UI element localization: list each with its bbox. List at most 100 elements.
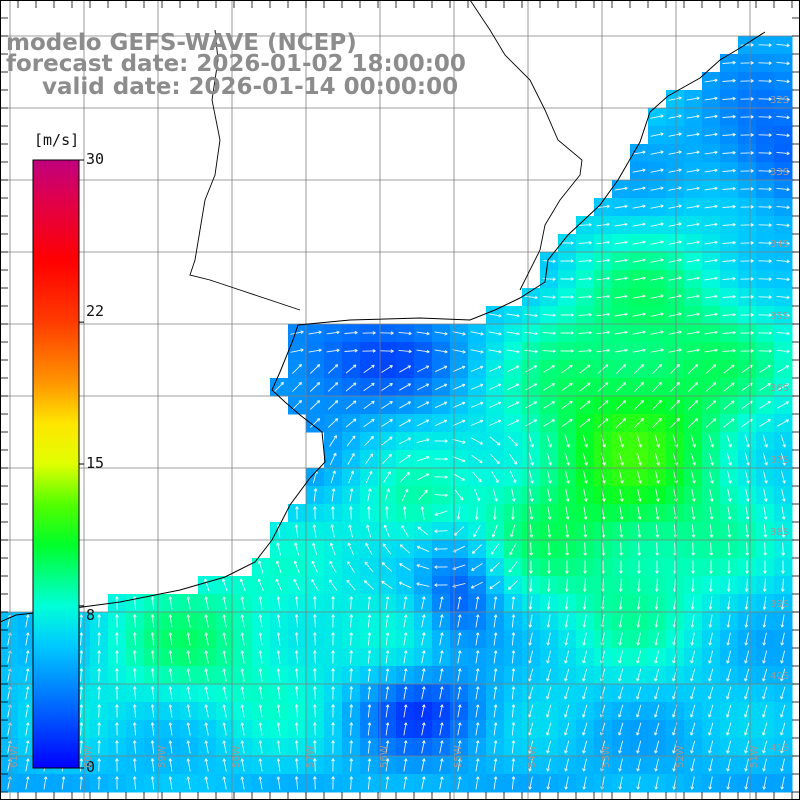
wind-arrow: [25, 740, 30, 754]
wind-arrow: [745, 542, 750, 556]
wind-arrow: [776, 313, 790, 318]
wind-arrow: [290, 330, 304, 335]
wind-arrow: [542, 295, 556, 300]
wind-arrow: [385, 650, 390, 664]
wind-arrow: [618, 722, 624, 736]
wind-arrow: [329, 560, 337, 573]
wind-arrow: [382, 453, 392, 465]
wind-arrow: [313, 506, 317, 520]
wind-arrow: [421, 668, 426, 682]
wind-arrow: [758, 349, 772, 353]
wind-arrow: [421, 722, 426, 736]
wind-arrow: [564, 614, 569, 628]
wind-arrow: [709, 560, 713, 574]
wind-arrow: [294, 686, 299, 700]
wind-arrow: [385, 632, 390, 646]
wind-arrow: [564, 668, 570, 682]
wind-arrow: [457, 686, 462, 700]
wind-arrow: [776, 223, 790, 228]
wind-arrow: [398, 331, 412, 336]
wind-arrow: [61, 776, 66, 790]
wind-arrow: [722, 186, 736, 191]
wind-arrow: [363, 364, 375, 374]
wind-arrow: [564, 758, 569, 772]
lat-label: 38S: [770, 527, 790, 538]
wind-arrow: [546, 722, 552, 736]
wind-arrow: [727, 506, 732, 520]
wind-arrow: [582, 722, 588, 736]
colorbar-unit: [m/s]: [34, 131, 80, 149]
wind-arrow: [79, 740, 84, 754]
wind-arrow: [222, 668, 227, 682]
wind-arrow: [203, 578, 210, 592]
colorbar-gradient: [32, 159, 80, 769]
wind-arrow: [780, 614, 785, 628]
wind-arrow: [636, 578, 641, 592]
wind-arrow: [276, 704, 281, 718]
wind-arrow: [546, 452, 552, 466]
wind-arrow: [708, 452, 714, 466]
wind-arrow: [330, 524, 335, 538]
wind-arrow: [744, 614, 749, 628]
wind-arrow: [331, 758, 335, 772]
wind-arrow: [560, 331, 574, 335]
wind-arrow: [668, 258, 682, 263]
wind-arrow: [434, 493, 448, 498]
wind-arrow: [690, 686, 696, 700]
wind-arrow: [293, 560, 300, 574]
wind-arrow: [686, 348, 700, 353]
wind-arrow: [560, 259, 574, 263]
wind-arrow: [687, 418, 699, 428]
wind-arrow: [655, 488, 660, 502]
wind-arrow: [470, 349, 484, 354]
wind-arrow: [327, 364, 339, 374]
wind-arrow: [510, 506, 515, 520]
wind-arrow: [762, 650, 768, 664]
wind-arrow: [618, 452, 624, 466]
wind-arrow: [511, 776, 516, 790]
wind-arrow: [258, 560, 264, 574]
wind-arrow: [294, 650, 299, 664]
wind-arrow: [439, 668, 444, 682]
wind-arrow: [723, 382, 735, 392]
lon-label: 53W: [601, 745, 612, 768]
wind-arrow: [708, 434, 714, 448]
wind-arrow: [331, 506, 335, 520]
wind-arrow: [349, 776, 354, 790]
wind-arrow: [776, 331, 790, 336]
wind-arrow: [781, 542, 786, 556]
wind-arrow: [668, 186, 682, 191]
wind-arrow: [758, 79, 772, 83]
wind-arrow: [276, 542, 281, 556]
wind-arrow: [776, 241, 790, 246]
wind-arrow: [726, 686, 732, 700]
wind-arrow: [619, 524, 624, 538]
wind-arrow: [258, 614, 263, 628]
wind-arrow: [150, 722, 155, 736]
wind-arrow: [543, 401, 555, 409]
wind-arrow: [309, 400, 321, 410]
wind-arrow: [691, 524, 696, 538]
wind-arrow: [560, 295, 574, 299]
wind-arrow: [434, 365, 448, 373]
wind-arrow: [723, 418, 735, 428]
wind-arrow: [421, 776, 426, 790]
wind-arrow: [758, 151, 772, 155]
wind-arrow: [614, 348, 628, 353]
wind-arrow: [186, 758, 191, 772]
wind-arrow: [115, 776, 119, 790]
wind-arrow: [294, 614, 299, 628]
wind-arrow: [578, 294, 592, 299]
wind-arrow: [636, 740, 642, 754]
wind-arrow: [312, 758, 317, 772]
wind-arrow: [222, 650, 227, 664]
wind-arrow: [547, 488, 552, 502]
wind-arrow: [740, 241, 754, 245]
wind-arrow: [687, 400, 699, 410]
wind-arrow: [614, 312, 628, 317]
wind-arrow: [762, 434, 768, 448]
wind-arrow: [331, 632, 335, 646]
wind-arrow: [704, 168, 718, 173]
wind-arrow: [722, 114, 736, 119]
